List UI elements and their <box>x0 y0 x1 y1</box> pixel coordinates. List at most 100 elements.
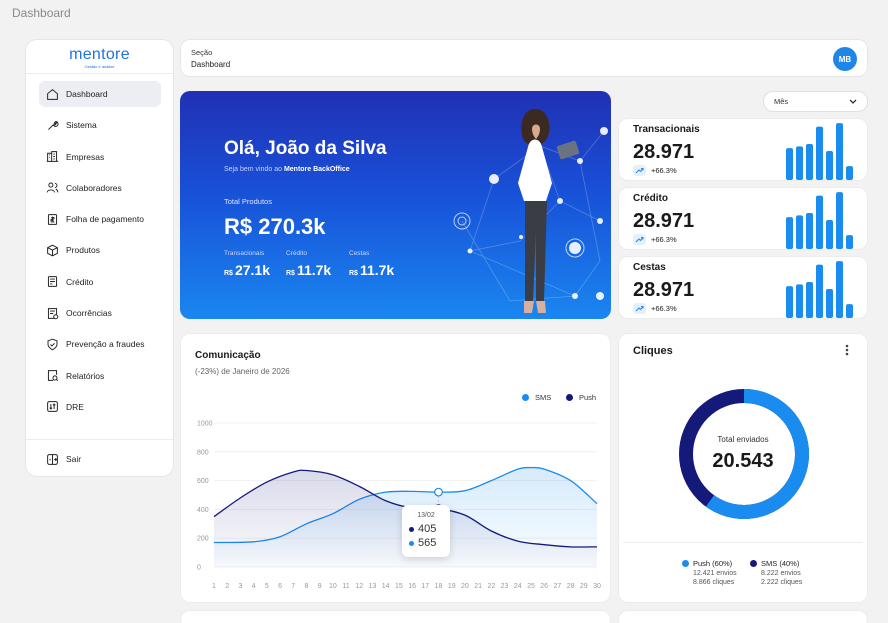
donut-segment-push[interactable] <box>705 389 809 519</box>
legend-swatch <box>566 394 573 401</box>
sidebar-item-dashboard[interactable]: Dashboard <box>39 81 161 107</box>
x-tick-label: 23 <box>501 583 509 590</box>
welcome-prefix: Seja bem vindo ao <box>224 166 282 173</box>
sidebar-divider <box>26 73 173 74</box>
y-tick-label: 200 <box>197 536 209 543</box>
more-options-icon[interactable] <box>845 344 849 356</box>
tooltip-push-swatch <box>409 526 414 532</box>
highlight-point[interactable] <box>434 487 443 497</box>
chevron-down-icon <box>849 99 857 104</box>
x-tick-label: 16 <box>408 583 416 590</box>
x-tick-label: 25 <box>527 583 535 590</box>
x-tick-label: 3 <box>238 583 242 590</box>
clicks-donut[interactable] <box>619 334 869 534</box>
kpi-title: Crédito <box>633 193 668 204</box>
trend-up-icon <box>633 234 646 245</box>
communication-subtitle: (-23%) de Janeiro de 2026 <box>195 367 290 376</box>
kpi-bar <box>786 286 793 318</box>
box-icon <box>47 244 58 257</box>
hero-sub-credito: Crédito R$ 11.7k <box>286 250 331 278</box>
x-tick-label: 22 <box>487 583 495 590</box>
y-tick-label: 800 <box>197 449 209 456</box>
x-tick-label: 29 <box>580 583 588 590</box>
kpi-delta-value: +66.3% <box>651 235 677 244</box>
kpi-value: 28.971 <box>633 141 695 163</box>
kpi-bar <box>816 264 823 318</box>
sidebar-item-dre[interactable]: DRE <box>39 394 161 420</box>
sidebar-item-fraudes[interactable]: Prevenção a fraudes <box>39 331 161 357</box>
sub-value-row: R$ 11.7k <box>286 262 331 278</box>
x-tick-label: 12 <box>355 583 363 590</box>
brand-logo[interactable]: mentore Gestão e análise <box>26 46 173 69</box>
kpi-card-credito[interactable]: Crédito 28.971 +66.3% <box>618 187 868 250</box>
kpi-bar <box>836 261 843 318</box>
payroll-icon <box>47 213 58 225</box>
y-tick-label: 400 <box>197 507 209 514</box>
x-tick-label: 18 <box>435 583 443 590</box>
tooltip-sms-swatch <box>409 540 414 546</box>
kpi-value: 28.971 <box>633 210 695 232</box>
kpi-value: 28.971 <box>633 279 695 301</box>
kpi-bar <box>806 213 813 249</box>
bottom-card-right <box>618 610 868 623</box>
x-tick-label: 24 <box>514 583 522 590</box>
tooltip-push-row: 405 <box>409 523 436 535</box>
legend-push[interactable]: Push <box>566 393 596 402</box>
sidebar-item-produtos[interactable]: Produtos <box>39 237 161 263</box>
kpi-bar <box>816 126 823 180</box>
credit-icon <box>47 276 58 288</box>
x-tick-label: 11 <box>342 583 349 590</box>
series-line <box>213 469 598 548</box>
sidebar-item-folha[interactable]: Folha de pagamento <box>39 206 161 232</box>
x-tick-label: 2 <box>225 583 229 590</box>
total-products-label: Total Produtos <box>224 197 272 206</box>
x-tick-label: 19 <box>448 583 456 590</box>
x-tick-label: 26 <box>540 583 548 590</box>
logout-icon <box>47 453 58 465</box>
sub-value-row: R$ 11.7k <box>349 262 394 278</box>
x-tick-label: 20 <box>461 583 469 590</box>
kpi-title: Transacionais <box>633 124 700 135</box>
clicks-divider <box>623 542 863 543</box>
logout-button[interactable]: Sair <box>39 446 161 472</box>
sidebar-item-credito[interactable]: Crédito <box>39 269 161 295</box>
legend-label: Push (60%) <box>693 559 733 568</box>
sidebar-item-empresas[interactable]: Empresas <box>39 144 161 170</box>
section-label: Seção <box>191 48 213 57</box>
hero-sub-transacionais: Transacionais R$ 27.1k <box>224 250 270 278</box>
sidebar-item-sistema[interactable]: Sistema <box>39 112 161 138</box>
breadcrumb[interactable]: Dashboard <box>191 60 231 69</box>
donut-center-label: Total enviados <box>717 435 769 444</box>
trend-up-icon <box>633 165 646 176</box>
kpi-bar <box>846 304 853 318</box>
sub-label: Cestas <box>349 250 370 257</box>
sidebar-nav: Dashboard Sistema Empresas Colaboradores… <box>39 81 161 425</box>
kpi-card-transacionais[interactable]: Transacionais 28.971 +66.3% <box>618 118 868 181</box>
legend-swatch <box>522 394 529 401</box>
legend-sms[interactable]: SMS <box>522 393 551 402</box>
kpi-bar <box>836 123 843 180</box>
dre-icon <box>47 401 58 413</box>
sub-label: Crédito <box>286 250 307 257</box>
shield-icon <box>47 338 58 351</box>
kpi-card-cestas[interactable]: Cestas 28.971 +66.3% <box>618 256 868 319</box>
x-tick-label: 30 <box>593 583 601 590</box>
sidebar-item-label: Folha de pagamento <box>66 214 144 225</box>
kpi-bar <box>826 151 833 180</box>
sidebar-item-colaboradores[interactable]: Colaboradores <box>39 175 161 201</box>
legend-clicks: 8.866 cliques <box>693 579 735 586</box>
kpi-bar <box>796 146 803 180</box>
sidebar-item-ocorrencias[interactable]: Ocorrências <box>39 300 161 326</box>
avatar[interactable]: MB <box>833 47 857 71</box>
period-select[interactable]: Mês <box>763 91 868 112</box>
kpi-bar <box>806 144 813 180</box>
kpi-bar <box>786 217 793 249</box>
donut-center-value: 20.543 <box>712 450 774 472</box>
y-tick-label: 0 <box>197 565 201 572</box>
tooltip-sms-value: 565 <box>418 537 437 549</box>
clicks-legend-push: Push (60%) 12.421 envios 8.866 cliques <box>682 559 737 586</box>
sidebar-item-relatorios[interactable]: Relatórios <box>39 363 161 389</box>
sidebar-divider <box>26 439 173 440</box>
report-icon <box>47 370 59 382</box>
